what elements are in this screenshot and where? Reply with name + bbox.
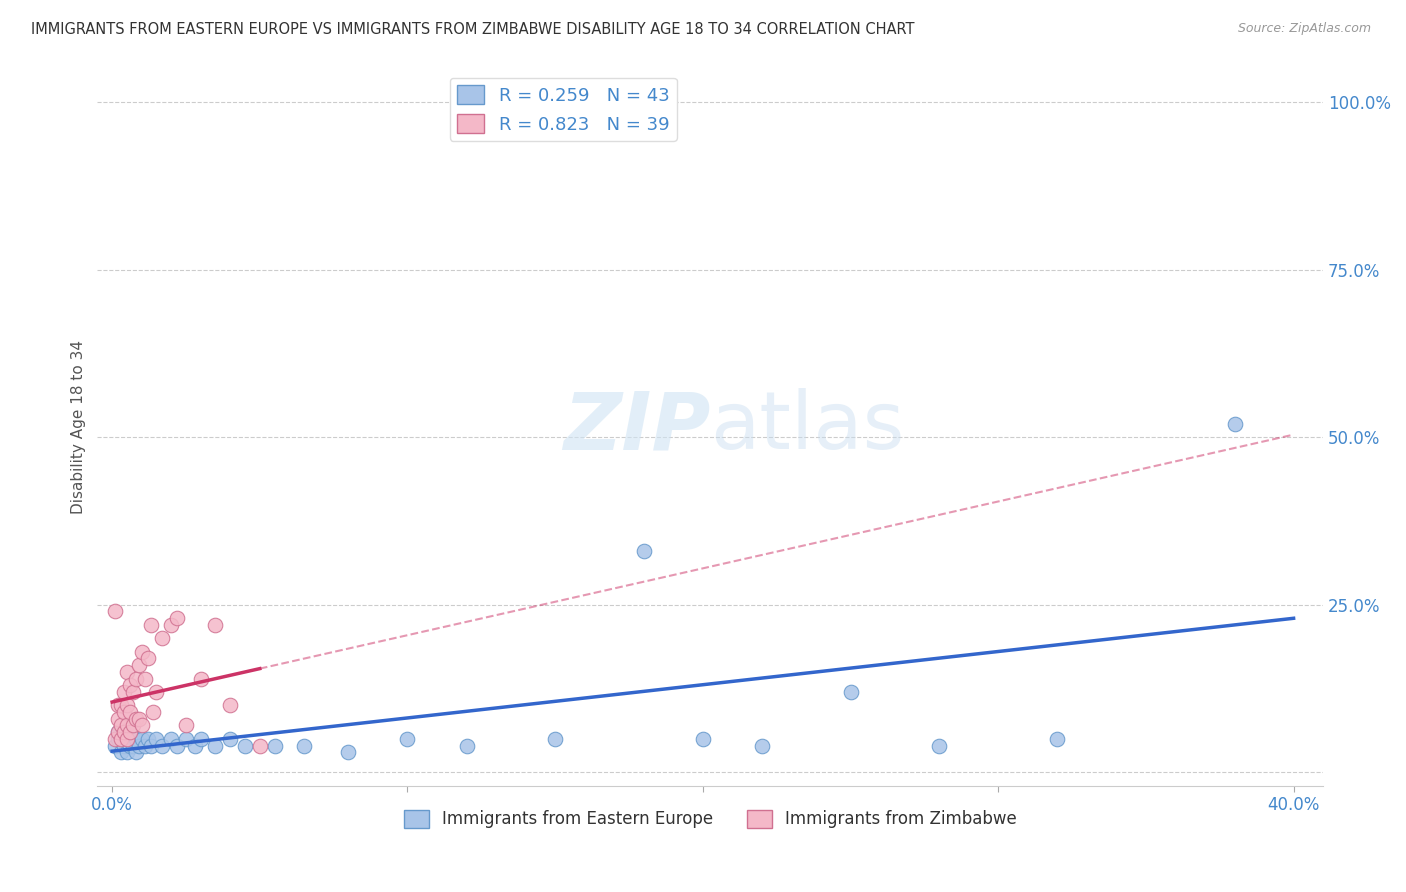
Point	[456, 739, 478, 753]
Point	[125, 731, 148, 746]
Point	[751, 739, 773, 753]
Point	[190, 672, 212, 686]
Point	[219, 698, 242, 713]
Point	[839, 685, 862, 699]
Point	[118, 678, 141, 692]
Point	[112, 705, 135, 719]
Point	[128, 739, 150, 753]
Point	[112, 739, 135, 753]
Point	[107, 712, 129, 726]
Point	[204, 618, 226, 632]
Point	[131, 731, 153, 746]
Point	[104, 739, 127, 753]
Point	[145, 731, 167, 746]
Point	[118, 725, 141, 739]
Point	[118, 725, 141, 739]
Text: IMMIGRANTS FROM EASTERN EUROPE VS IMMIGRANTS FROM ZIMBABWE DISABILITY AGE 18 TO : IMMIGRANTS FROM EASTERN EUROPE VS IMMIGR…	[31, 22, 914, 37]
Point	[174, 731, 197, 746]
Point	[112, 725, 135, 739]
Point	[107, 725, 129, 739]
Point	[166, 611, 188, 625]
Point	[928, 739, 950, 753]
Point	[219, 731, 242, 746]
Point	[110, 698, 132, 713]
Point	[110, 718, 132, 732]
Point	[145, 685, 167, 699]
Point	[118, 705, 141, 719]
Point	[139, 739, 162, 753]
Y-axis label: Disability Age 18 to 34: Disability Age 18 to 34	[72, 340, 86, 514]
Point	[134, 739, 156, 753]
Point	[136, 731, 159, 746]
Text: Source: ZipAtlas.com: Source: ZipAtlas.com	[1237, 22, 1371, 36]
Point	[128, 712, 150, 726]
Point	[104, 731, 127, 746]
Point	[115, 698, 138, 713]
Point	[115, 731, 138, 746]
Point	[174, 718, 197, 732]
Text: atlas: atlas	[710, 388, 904, 467]
Point	[337, 745, 360, 759]
Point	[184, 739, 207, 753]
Point	[150, 632, 173, 646]
Point	[110, 745, 132, 759]
Point	[115, 731, 138, 746]
Point	[692, 731, 714, 746]
Point	[134, 672, 156, 686]
Point	[131, 718, 153, 732]
Point	[107, 731, 129, 746]
Point	[166, 739, 188, 753]
Point	[204, 739, 226, 753]
Point	[139, 618, 162, 632]
Point	[118, 739, 141, 753]
Legend: Immigrants from Eastern Europe, Immigrants from Zimbabwe: Immigrants from Eastern Europe, Immigran…	[396, 803, 1024, 835]
Point	[112, 685, 135, 699]
Point	[160, 618, 183, 632]
Point	[396, 731, 419, 746]
Point	[121, 739, 143, 753]
Point	[125, 745, 148, 759]
Point	[121, 731, 143, 746]
Point	[104, 605, 127, 619]
Point	[263, 739, 285, 753]
Point	[150, 739, 173, 753]
Point	[121, 685, 143, 699]
Point	[1223, 417, 1246, 431]
Point	[160, 731, 183, 746]
Point	[125, 712, 148, 726]
Point	[190, 731, 212, 746]
Point	[125, 672, 148, 686]
Point	[128, 658, 150, 673]
Point	[233, 739, 256, 753]
Point	[110, 731, 132, 746]
Point	[107, 698, 129, 713]
Point	[142, 705, 165, 719]
Point	[121, 718, 143, 732]
Point	[110, 731, 132, 746]
Point	[115, 665, 138, 679]
Point	[633, 544, 655, 558]
Point	[115, 718, 138, 732]
Point	[107, 725, 129, 739]
Point	[115, 745, 138, 759]
Point	[544, 731, 567, 746]
Text: ZIP: ZIP	[562, 388, 710, 467]
Point	[131, 645, 153, 659]
Point	[249, 739, 271, 753]
Point	[1046, 731, 1069, 746]
Point	[112, 725, 135, 739]
Point	[292, 739, 315, 753]
Point	[136, 651, 159, 665]
